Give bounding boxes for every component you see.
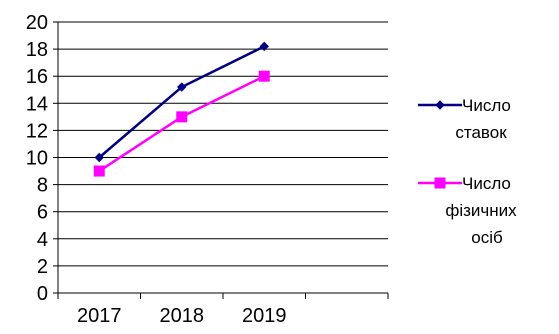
- legend-item: Число ставок: [418, 96, 511, 142]
- legend-label: фізичних: [445, 201, 517, 220]
- series-line-1: [99, 46, 264, 157]
- x-tick-label: 2017: [77, 305, 122, 327]
- data-point: [94, 166, 104, 176]
- legend-item: Число фізичних осіб: [418, 174, 517, 247]
- y-tick-label: 18: [26, 39, 48, 61]
- legend-label: Число: [462, 174, 511, 193]
- y-tick-label: 16: [26, 66, 48, 88]
- data-point: [259, 71, 269, 81]
- y-tick-label: 10: [26, 148, 48, 170]
- legend-label: Число: [462, 96, 511, 115]
- data-point: [177, 112, 187, 122]
- y-tick-label: 2: [37, 256, 48, 278]
- legend-marker: [436, 101, 444, 109]
- legend-marker: [435, 178, 445, 188]
- x-tick-label: 2018: [160, 305, 205, 327]
- y-tick-label: 8: [37, 175, 48, 197]
- legend-label: осіб: [471, 228, 503, 247]
- y-tick-label: 14: [26, 93, 48, 115]
- x-tick-label: 2019: [242, 305, 287, 327]
- y-tick-label: 0: [37, 283, 48, 305]
- y-tick-label: 6: [37, 202, 48, 224]
- y-tick-label: 20: [26, 12, 48, 34]
- legend-label: ставок: [455, 123, 507, 142]
- y-tick-label: 12: [26, 120, 48, 142]
- y-tick-label: 4: [37, 229, 48, 251]
